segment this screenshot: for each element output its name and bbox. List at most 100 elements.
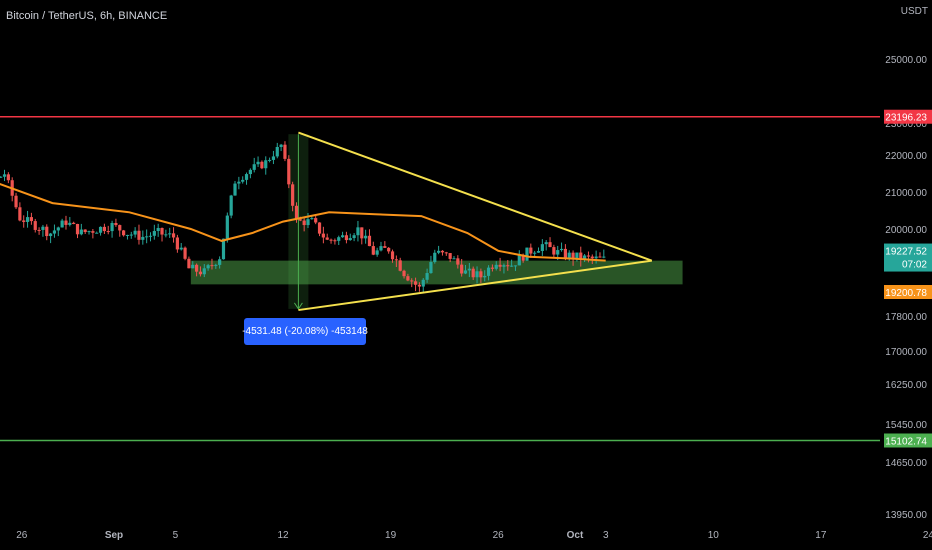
candle-body [340,235,345,238]
candle-body [352,235,356,239]
candle-body [64,220,68,225]
candle-body [540,244,544,251]
candle-body [417,284,422,287]
candle-body [194,264,199,272]
candle-body [579,252,583,260]
horizontal-levels-layer [0,115,880,442]
symbol-title[interactable]: Bitcoin / TetherUS, 6h, BINANCE [6,10,168,22]
candle-body [56,227,60,231]
candle-body [145,236,149,238]
y-tick-label: 14650.00 [885,458,927,469]
current-price-value: 19227.52 [885,247,927,258]
candle-body [364,235,368,239]
candle-body [371,246,375,255]
candle-body [448,253,452,259]
y-tick-label: 13950.00 [885,510,927,521]
current-price-badge [884,243,932,272]
candle-body [118,225,122,231]
candle-body [317,222,322,234]
candle-body [244,174,249,180]
candle-body [72,222,76,224]
candle-body [52,230,57,234]
candle-body [456,258,460,265]
candle-body [298,219,302,221]
candle-body [529,247,533,254]
candle-body [191,264,195,269]
candle-body [467,268,471,271]
candle-body [475,271,479,278]
candle-body [237,181,241,184]
support-badge [884,433,932,448]
candle-body [533,252,537,254]
x-tick-label: 26 [493,530,505,541]
candle-body [68,222,72,225]
x-tick-label: 26 [16,530,28,541]
currency-label[interactable]: USDT [900,6,928,17]
candle-body [25,217,30,222]
candle-body [218,259,222,265]
candle-body [156,227,160,231]
candle-body [575,252,579,260]
candle-body [559,248,564,251]
candle-body [122,230,126,236]
x-tick-label: 17 [815,530,827,541]
candle-body [83,229,87,233]
candle-body [406,276,410,281]
price-badges: 23196.23 19227.52 07:02 19200.78 15102.74 [884,109,932,448]
candle-body [102,226,106,232]
candle-body [294,205,299,220]
candle-body [387,247,391,252]
candle-body [45,226,49,237]
candle-body [129,234,133,236]
candle-body [275,146,279,157]
trendline-upper [298,131,653,262]
moving-average-line [0,183,606,262]
candle-body [510,265,514,267]
candle-body [513,265,518,267]
y-tick-label: 15450.00 [885,420,927,431]
candle-body [291,184,295,206]
candle-body [260,161,264,169]
support-value: 15102.74 [885,436,927,447]
current-price-value: 07:02 [902,260,927,271]
candle-body [60,220,64,228]
candle-body [202,268,206,275]
candle-body [563,248,567,259]
candle-body [310,218,314,220]
time-axis: 26 Sep 5 12 19 26 Oct 3 10 17 24 [16,530,932,541]
candle-body [95,232,99,234]
candle-body [14,195,18,208]
candle-body [333,240,337,242]
candle-body [114,223,118,226]
candle-body [106,231,110,233]
candle-body [306,219,310,226]
candle-body [517,254,521,266]
candle-body [440,250,445,253]
ma-value-badge [884,285,932,299]
candle-body [152,230,156,236]
y-tick-label: 22000.00 [885,151,927,162]
candle-body [37,229,41,231]
candle-body [0,176,3,178]
x-tick-label: 12 [277,530,289,541]
candle-body [437,250,441,253]
measure-result-label: -4531.48 (-20.08%) -453148 [242,318,368,345]
y-tick-label: 21000.00 [885,188,927,199]
candle-body [248,169,252,175]
resistance-badge [884,109,932,124]
candle-body [137,230,141,240]
candle-body [2,174,7,177]
candle-body [206,265,210,269]
candle-body [548,242,552,248]
candle-body [18,207,22,221]
candle-body [110,223,114,232]
candle-body [125,234,130,236]
candle-body [471,268,475,278]
candle-body [148,235,153,237]
y-tick-label: 23000.00 [885,119,927,130]
candle-body [544,242,548,245]
candle-body [498,264,502,267]
candle-body [175,237,179,250]
candle-body [521,254,525,261]
